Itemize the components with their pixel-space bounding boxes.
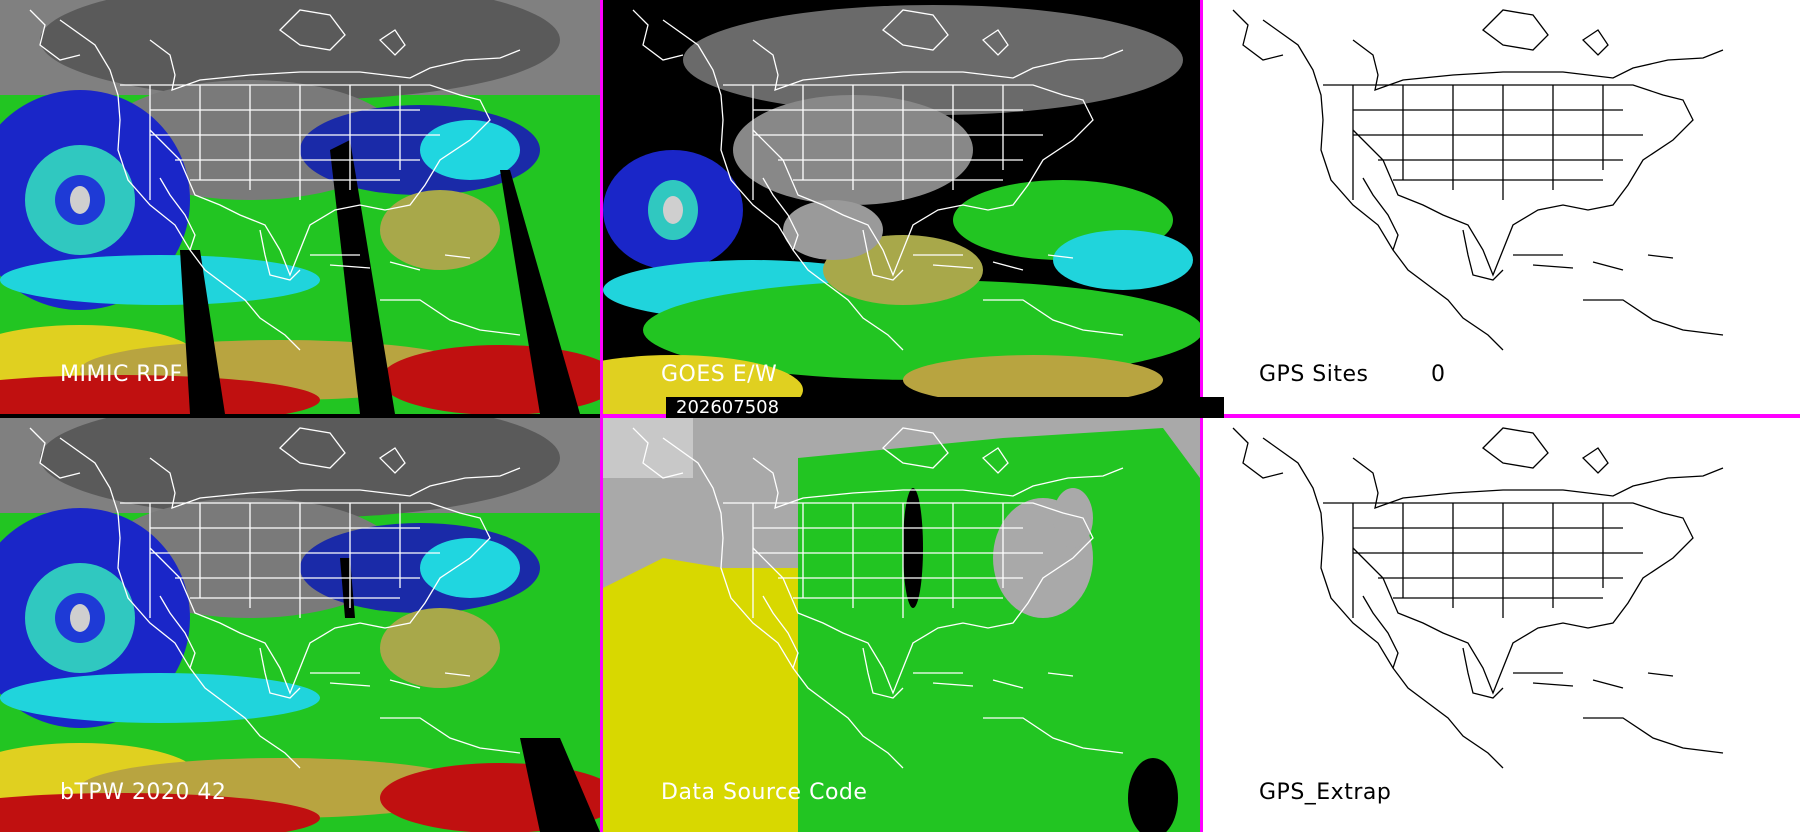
gps-sites-map xyxy=(1203,0,1800,414)
source-map xyxy=(603,418,1200,832)
gps-sites-count: 0 xyxy=(1431,362,1446,387)
goes-map xyxy=(603,0,1200,414)
panel-btpw: bTPW 2020 42 xyxy=(0,418,600,832)
panel-mimic: MIMIC RDF xyxy=(0,0,600,414)
gps-extrap-map xyxy=(1203,418,1800,832)
btpw-map xyxy=(0,418,600,832)
panel-gps-extrap: GPS_Extrap xyxy=(1203,418,1800,832)
timestamp-bar: 202607508 xyxy=(666,397,1224,418)
btpw-label: bTPW 2020 42 xyxy=(60,780,227,805)
panel-gps-sites: GPS Sites 0 xyxy=(1203,0,1800,414)
source-label: Data Source Code xyxy=(661,780,868,805)
timestamp-text: 202607508 xyxy=(676,397,780,418)
goes-label: GOES E/W xyxy=(661,362,778,387)
panel-goes: GOES E/W xyxy=(603,0,1200,414)
gps-sites-label: GPS Sites xyxy=(1259,362,1369,387)
mimic-map xyxy=(0,0,600,414)
mimic-label: MIMIC RDF xyxy=(60,362,183,387)
gps-extrap-label: GPS_Extrap xyxy=(1259,780,1392,805)
panel-source: Data Source Code xyxy=(603,418,1200,832)
